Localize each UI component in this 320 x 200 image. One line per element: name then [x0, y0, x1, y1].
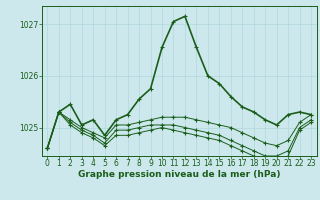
- X-axis label: Graphe pression niveau de la mer (hPa): Graphe pression niveau de la mer (hPa): [78, 170, 280, 179]
